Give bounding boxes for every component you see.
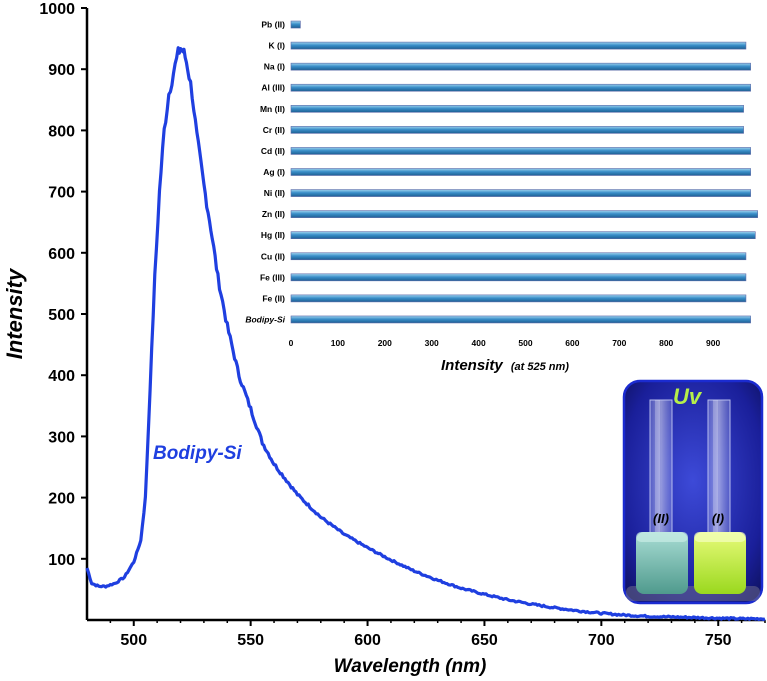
inset-x-tick-label: 500 <box>518 338 532 348</box>
inset-x-tick-label: 900 <box>706 338 720 348</box>
x-tick-label: 750 <box>705 632 732 649</box>
x-axis-title: Wavelength (nm) <box>334 656 487 677</box>
inset-bar-chart: Pb (II) K (I) Na (I) Al (III) Mn (II) Cr (II)… <box>245 20 758 348</box>
series-line-bodipy-si <box>85 46 766 622</box>
photo-title: Uv <box>673 384 703 409</box>
inset-x-axis-title: Intensity (at 525 nm) <box>441 357 569 374</box>
y-axis-title: Intensity <box>2 267 27 359</box>
inset-category-label: Zn (II) <box>262 209 285 219</box>
vial-right-label: (I) <box>712 511 724 526</box>
inset-category-label: Hg (II) <box>261 230 285 240</box>
y-tick-label: 100 <box>48 552 75 569</box>
inset-category-label: Cu (II) <box>261 251 285 261</box>
inset-category-label: Fe (III) <box>260 272 285 282</box>
inset-bar <box>290 83 751 92</box>
vial-left-liquid <box>636 532 688 594</box>
vial-left-label: (II) <box>653 511 669 526</box>
inset-x-tick-label: 400 <box>472 338 486 348</box>
y-tick-label: 900 <box>48 62 75 79</box>
uv-photo: Uv (II) (I) <box>622 379 764 605</box>
y-tick-label: 800 <box>48 123 75 140</box>
inset-x-tick-label: 600 <box>565 338 579 348</box>
inset-bar <box>290 62 751 71</box>
x-tick-label: 650 <box>471 632 498 649</box>
vial-right-liquid <box>694 532 746 594</box>
inset-bar <box>290 105 744 113</box>
y-tick-label: 1000 <box>39 1 75 18</box>
inset-bar <box>290 126 744 134</box>
inset-x-tick-label: 300 <box>425 338 439 348</box>
x-tick-label: 600 <box>354 632 381 649</box>
inset-bar <box>290 147 751 155</box>
inset-category-label: Ni (II) <box>264 188 285 198</box>
inset-bar <box>290 315 751 324</box>
inset-category-label: Mn (II) <box>260 104 285 114</box>
inset-x-title-note: (at 525 nm) <box>511 361 569 373</box>
inset-bar <box>290 189 751 197</box>
inset-bar <box>290 168 751 176</box>
inset-category-label: Pb (II) <box>261 20 285 30</box>
x-tick-label: 550 <box>237 632 264 649</box>
inset-bar <box>290 41 747 50</box>
inset-category-label: Bodipy-Si <box>245 314 285 324</box>
inset-x-tick-label: 100 <box>331 338 345 348</box>
inset-category-label: Na (I) <box>264 62 285 72</box>
vial-right <box>694 399 746 594</box>
y-tick-label: 400 <box>48 368 75 385</box>
y-tick-label: 500 <box>48 307 75 324</box>
inset-bar <box>290 273 747 282</box>
inset-category-label: Ag (I) <box>263 167 285 177</box>
y-tick-label: 300 <box>48 429 75 446</box>
inset-x-title-main: Intensity <box>441 357 503 374</box>
inset-bar <box>290 294 747 303</box>
inset-category-label: K (I) <box>268 41 285 51</box>
inset-x-tick-label: 200 <box>378 338 392 348</box>
inset-bar <box>290 252 747 261</box>
inset-x-tick-label: 700 <box>612 338 626 348</box>
y-tick-label: 200 <box>48 491 75 508</box>
y-tick-label: 600 <box>48 246 75 263</box>
inset-category-label: Fe (II) <box>262 293 285 303</box>
series-label: Bodipy-Si <box>153 443 242 464</box>
inset-bar <box>290 20 301 29</box>
y-tick-label: 700 <box>48 185 75 202</box>
vial-left <box>636 399 688 594</box>
inset-x-tick-label: 800 <box>659 338 673 348</box>
inset-bar <box>290 210 758 218</box>
inset-category-label: Cd (II) <box>261 146 285 156</box>
inset-category-label: Cr (II) <box>263 125 285 135</box>
x-tick-label: 700 <box>588 632 615 649</box>
x-tick-label: 500 <box>120 632 147 649</box>
inset-category-label: Al (III) <box>261 83 285 93</box>
inset-x-tick-label: 0 <box>289 338 294 348</box>
inset-bar <box>290 231 756 239</box>
